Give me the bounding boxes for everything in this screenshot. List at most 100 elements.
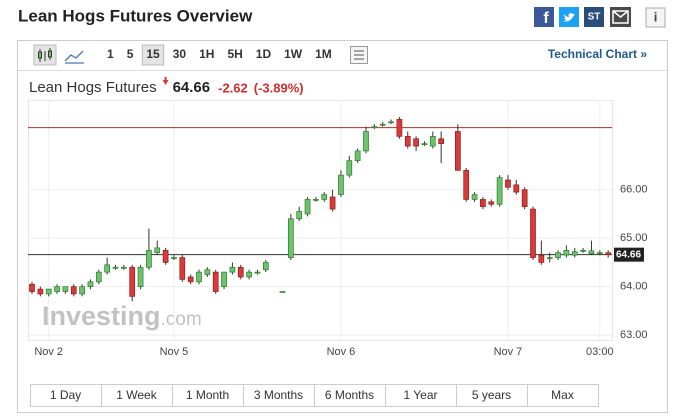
interval-button[interactable]: 30 <box>173 47 187 61</box>
candle-body <box>605 252 612 256</box>
candle-body <box>354 150 361 161</box>
chart-type-buttons <box>33 44 368 66</box>
candle-body <box>212 271 219 292</box>
info-glyph: i <box>654 9 658 24</box>
widget-frame <box>17 40 668 413</box>
interval-button[interactable]: 1 <box>107 47 114 61</box>
candle-body <box>588 250 595 255</box>
candle-body <box>187 276 194 283</box>
candle-body <box>70 286 77 295</box>
watermark-suffix: .com <box>161 309 202 330</box>
candle-body <box>246 271 252 278</box>
candle-body <box>179 257 186 280</box>
candle-body <box>555 252 561 258</box>
social-icons: f ST i <box>534 7 666 28</box>
line-type-button[interactable] <box>64 50 84 64</box>
candle-glyph-body <box>48 50 52 58</box>
facebook-glyph: f <box>543 10 549 27</box>
change: -2.62 <box>218 80 248 95</box>
stocktwits-icon[interactable] <box>584 7 604 27</box>
candle-body <box>471 194 478 200</box>
candle-body <box>171 257 177 259</box>
x-tick-label: Nov 7 <box>494 346 523 358</box>
candle-body <box>421 143 428 145</box>
candle-body <box>79 286 85 295</box>
x-tick-label: Nov 2 <box>34 346 63 358</box>
candle-body <box>313 199 319 201</box>
candle-body <box>580 249 586 252</box>
candle-body <box>338 174 344 195</box>
candle-body <box>237 266 244 278</box>
x-tick-label: 03:00 <box>586 346 614 358</box>
candle-body <box>496 177 503 205</box>
candle-body <box>480 199 486 208</box>
candle-body <box>546 257 553 259</box>
mail-glyph <box>612 10 629 24</box>
interval-button[interactable]: 1M <box>315 47 332 61</box>
candle-body <box>254 271 261 274</box>
candle-body <box>29 283 35 292</box>
range-label: 1 Year <box>403 388 437 402</box>
candle-body <box>329 196 336 210</box>
candle-body <box>129 266 136 297</box>
candle-body <box>463 169 470 200</box>
candle-body <box>87 281 94 288</box>
interval-selected <box>141 44 165 66</box>
candle-body <box>363 131 369 152</box>
candle-body <box>513 184 520 193</box>
candle-body <box>404 136 411 147</box>
interval-button[interactable]: 1W <box>284 47 303 61</box>
candle-body <box>538 254 545 263</box>
candle-body <box>279 291 286 293</box>
candle-body <box>120 266 127 269</box>
candle-body <box>288 218 294 258</box>
range-label: Max <box>551 388 574 402</box>
technical-chart-link[interactable]: Technical Chart » <box>548 47 647 61</box>
candle-glyph-body <box>38 51 42 59</box>
candle-body <box>413 138 419 147</box>
instrument-name: Lean Hogs Futures <box>29 79 157 96</box>
candle-body <box>95 271 102 283</box>
watermark-brand: Investing <box>42 301 161 331</box>
candle-body <box>104 264 111 273</box>
candle-body <box>137 266 144 288</box>
range-button[interactable] <box>527 384 599 407</box>
page-title: Lean Hogs Futures Overview <box>18 6 253 25</box>
last-price-box <box>614 247 644 262</box>
facebook-icon[interactable] <box>534 7 554 27</box>
candle-body <box>221 271 227 288</box>
settings-glyph <box>354 50 364 60</box>
twitter-glyph <box>563 13 575 22</box>
info-icon[interactable] <box>645 7 666 28</box>
candle-body <box>146 249 152 268</box>
candle-body <box>112 266 119 269</box>
interval-button[interactable]: 5 <box>127 47 134 61</box>
candle-body <box>505 179 511 188</box>
candle-body <box>388 121 394 124</box>
range-label: 5 years <box>472 388 511 402</box>
plot-frame <box>28 100 613 341</box>
y-tick-label: 63.00 <box>620 329 648 341</box>
candle-body <box>321 194 328 200</box>
interval-button[interactable]: 15 <box>146 47 160 61</box>
range-label: 1 Week <box>116 388 157 402</box>
down-arrow <box>162 77 169 85</box>
candle-body <box>488 201 495 205</box>
interval-button[interactable]: 1D <box>256 47 272 61</box>
x-tick-label: Nov 5 <box>160 346 189 358</box>
candle-body <box>262 262 269 271</box>
interval-button[interactable]: 1H <box>199 47 214 61</box>
y-tick-label: 66.00 <box>620 184 648 196</box>
candle-body <box>521 189 528 208</box>
range-label: 1 Month <box>186 388 229 402</box>
candle-body <box>304 199 311 215</box>
stocktwits-glyph: ST <box>588 12 601 23</box>
quote-line: Lean Hogs Futures <box>29 79 157 96</box>
y-tick-label: 65.00 <box>620 232 648 244</box>
interval-button[interactable]: 5H <box>227 47 242 61</box>
candle-body <box>438 138 444 144</box>
candle-body <box>530 208 536 258</box>
candle-body <box>54 286 60 292</box>
